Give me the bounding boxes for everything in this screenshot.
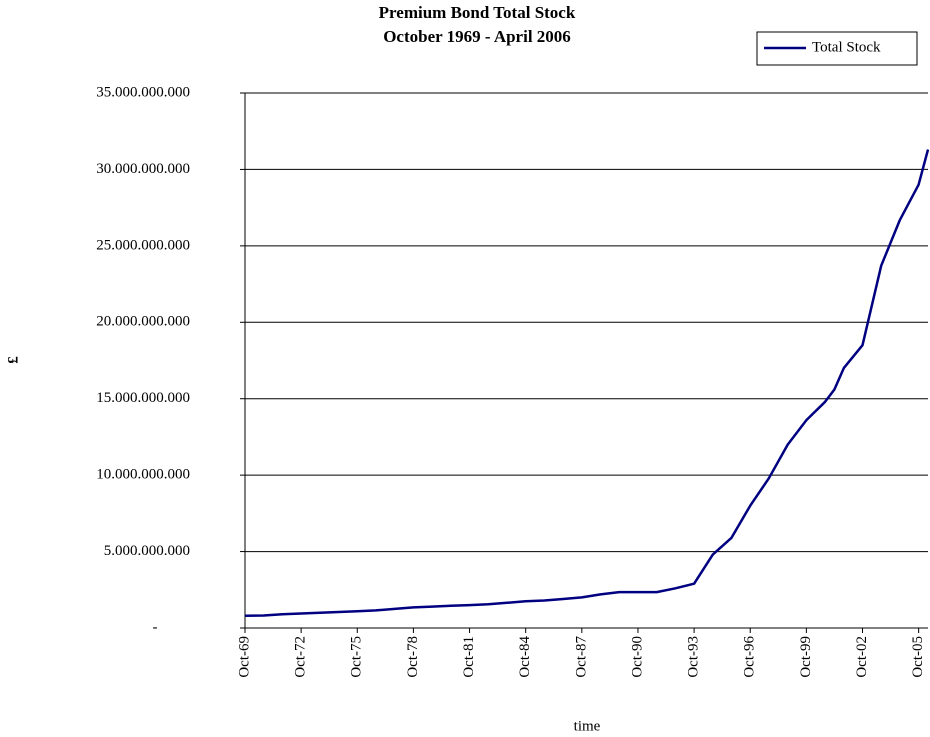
y-tick-label: 30.000.000.000 (96, 161, 190, 177)
chart-title: Premium Bond Total Stock (379, 3, 576, 22)
x-tick-label: Oct-96 (742, 636, 758, 678)
x-tick-label: Oct-90 (629, 636, 645, 678)
y-tick-label: - (153, 619, 158, 635)
line (244, 149, 930, 618)
chart-subtitle: October 1969 - April 2006 (383, 27, 571, 46)
y-tick-label: 5.000.000.000 (104, 543, 190, 559)
y-tick-label: 10.000.000.000 (96, 467, 190, 483)
y-tick-label: 15.000.000.000 (96, 390, 190, 406)
y-tick-label: 20.000.000.000 (96, 314, 190, 330)
x-tick-label: Oct-78 (405, 636, 421, 678)
x-tick-label: Oct-75 (349, 636, 365, 678)
legend-label: Total Stock (812, 39, 881, 55)
x-tick-label: Oct-02 (854, 636, 870, 678)
x-tick-label: Oct-99 (798, 636, 814, 678)
x-tick-label: Oct-81 (461, 636, 477, 678)
y-tick-label: 35.000.000.000 (96, 84, 190, 100)
x-tick-label: Oct-69 (236, 636, 252, 678)
x-tick-label: Oct-87 (573, 636, 589, 678)
x-tick-label: Oct-93 (686, 636, 702, 678)
x-tick-label: Oct-72 (293, 636, 309, 678)
x-axis-label: time (574, 718, 601, 734)
x-tick-label: Oct-84 (517, 636, 533, 678)
y-axis-label: £ (5, 356, 21, 364)
y-tick-label: 25.000.000.000 (96, 237, 190, 253)
x-tick-label: Oct-05 (910, 636, 926, 678)
